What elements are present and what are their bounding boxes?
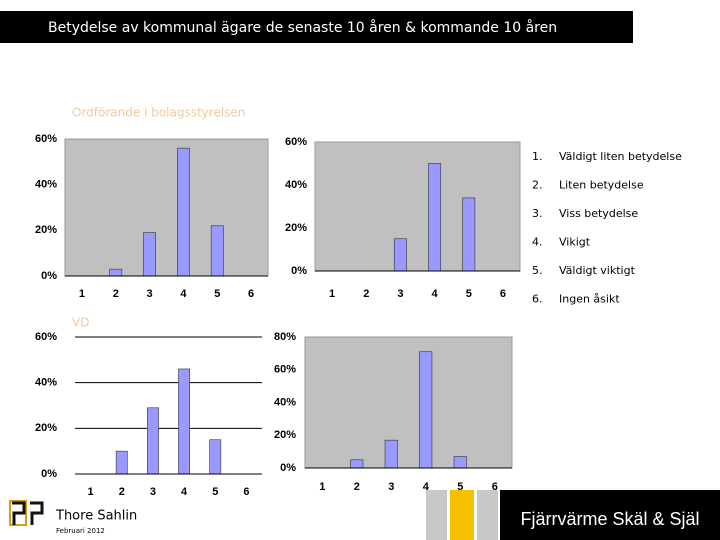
x-tick-label: 1 — [79, 288, 85, 300]
bar — [393, 238, 407, 272]
x-tick-label: 4 — [180, 288, 187, 300]
bar — [109, 268, 123, 277]
y-tick-label: 80% — [274, 331, 296, 343]
bar — [453, 456, 467, 469]
x-tick-label: 5 — [466, 288, 472, 300]
author: Thore Sahlin — [55, 509, 137, 524]
y-tick-label: 0% — [291, 265, 307, 277]
legend-number: 1. — [532, 150, 543, 163]
legend-number: 4. — [532, 236, 543, 249]
y-tick-label: 60% — [35, 331, 57, 343]
legend: 1. Väldigt liten betydelse 2. Liten betydel… — [532, 150, 682, 306]
y-tick-label: 0% — [41, 468, 57, 480]
plot-area — [304, 336, 513, 469]
y-tick-label: 60% — [274, 364, 296, 376]
section-label: VD — [72, 316, 89, 330]
legend-text: Ingen åsikt — [559, 293, 620, 306]
x-tick-label: 2 — [354, 481, 360, 493]
legend-number: 2. — [532, 179, 543, 192]
x-tick-label: 5 — [214, 288, 220, 300]
bar — [210, 225, 224, 277]
legend-number: 5. — [532, 264, 543, 277]
bar — [384, 439, 398, 469]
bar — [428, 163, 442, 272]
x-tick-label: 3 — [147, 288, 153, 300]
x-tick-label: 6 — [500, 288, 506, 300]
x-tick-label: 4 — [181, 486, 188, 498]
bar — [209, 439, 222, 475]
x-tick-label: 3 — [388, 481, 394, 493]
x-tick-label: 6 — [243, 486, 249, 498]
x-tick-label: 2 — [113, 288, 119, 300]
y-tick-label: 60% — [35, 133, 57, 145]
bar — [147, 407, 159, 475]
x-tick-label: 4 — [423, 481, 430, 493]
logo — [9, 500, 44, 526]
y-tick-label: 20% — [274, 429, 296, 441]
x-tick-label: 3 — [397, 288, 403, 300]
bar — [350, 459, 364, 469]
x-tick-label: 1 — [319, 481, 325, 493]
legend-text: Väldigt liten betydelse — [559, 150, 682, 163]
date: Februari 2012 — [56, 527, 105, 535]
plot-area — [75, 337, 262, 474]
plot-area — [314, 141, 521, 272]
x-tick-label: 1 — [329, 288, 335, 300]
slide-title: Betydelse av kommunal ägare de senaste 1… — [48, 19, 557, 36]
x-tick-label: 6 — [492, 481, 498, 493]
plot-area — [64, 138, 269, 277]
y-tick-label: 40% — [35, 377, 57, 389]
legend-number: 6. — [532, 293, 543, 306]
legend-text: Liten betydelse — [559, 179, 644, 192]
legend-text: Viss betydelse — [559, 207, 638, 220]
deco-block — [450, 490, 474, 540]
y-tick-label: 0% — [280, 462, 296, 474]
bar — [115, 450, 128, 475]
legend-text: Vikigt — [559, 236, 591, 249]
x-tick-label: 1 — [88, 486, 94, 498]
x-tick-label: 5 — [457, 481, 463, 493]
x-tick-label: 4 — [432, 288, 439, 300]
bar — [462, 197, 476, 272]
section-label: Ordförande i bolagsstyrelsen — [72, 106, 245, 120]
y-tick-label: 20% — [285, 222, 307, 234]
x-tick-label: 3 — [150, 486, 156, 498]
y-tick-label: 20% — [35, 224, 57, 236]
y-tick-label: 40% — [285, 179, 307, 191]
bar — [177, 147, 190, 277]
x-tick-label: 5 — [212, 486, 218, 498]
y-tick-label: 20% — [35, 422, 57, 434]
title-bar — [0, 11, 633, 43]
brand-box — [500, 490, 720, 540]
y-tick-label: 40% — [35, 179, 57, 191]
bar — [178, 368, 190, 475]
deco-block — [477, 490, 498, 540]
y-tick-label: 0% — [41, 270, 57, 282]
y-tick-label: 60% — [285, 136, 307, 148]
brand: Fjärrvärme Skäl & Själ — [520, 509, 699, 529]
deco-block — [426, 490, 447, 540]
legend-text: Väldigt viktigt — [559, 264, 636, 277]
y-tick-label: 40% — [274, 396, 296, 408]
bar — [143, 232, 156, 277]
legend-number: 3. — [532, 207, 543, 220]
x-tick-label: 2 — [119, 486, 125, 498]
bar — [419, 351, 433, 469]
x-tick-label: 2 — [363, 288, 369, 300]
x-tick-label: 6 — [248, 288, 254, 300]
